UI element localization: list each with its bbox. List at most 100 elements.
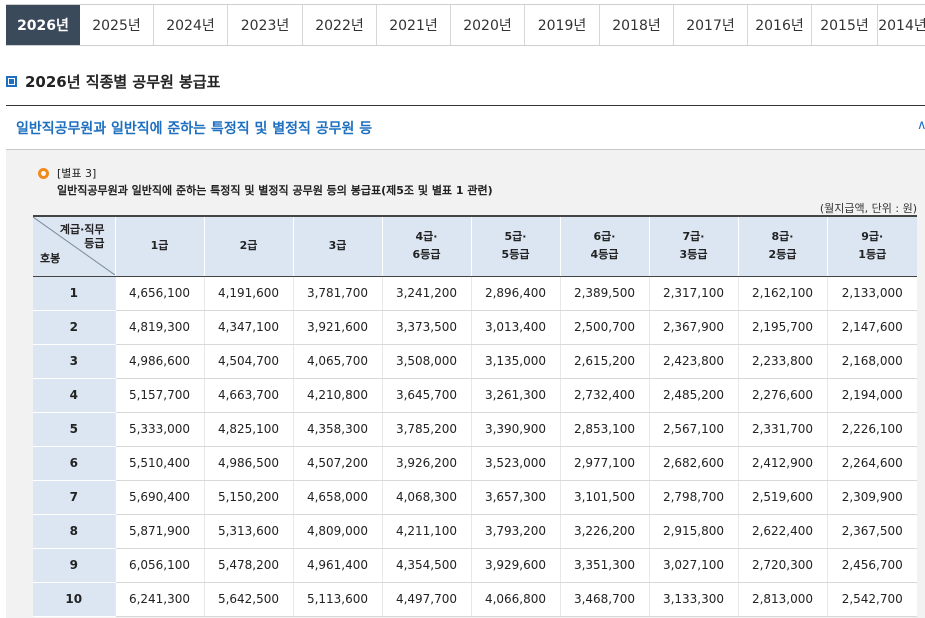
- salary-cell: 4,066,800: [470, 582, 560, 617]
- salary-cell: 3,781,700: [292, 276, 382, 311]
- grade-header-line2: 2등급: [768, 248, 797, 262]
- year-tab-4[interactable]: 2022년: [303, 5, 377, 45]
- salary-cell: 4,658,000: [292, 480, 382, 515]
- salary-cell: 2,915,800: [648, 514, 738, 549]
- year-tab-8[interactable]: 2018년: [600, 5, 674, 45]
- salary-cell: 6,056,100: [114, 548, 204, 583]
- salary-cell: 2,682,600: [648, 446, 738, 481]
- salary-cell: 4,986,600: [114, 344, 204, 379]
- salary-cell: 4,656,100: [114, 276, 204, 311]
- salary-cell: 4,347,100: [203, 310, 293, 345]
- salary-cell: 3,523,000: [470, 446, 560, 481]
- section-header[interactable]: 일반직공무원과 일반직에 준하는 특정직 및 별정직 공무원 등 ∧: [6, 106, 925, 150]
- salary-cell: 2,423,800: [648, 344, 738, 379]
- salary-cell: 2,519,600: [737, 480, 827, 515]
- salary-cell: 2,732,400: [559, 378, 649, 413]
- grade-column-header: 5급· 5등급: [470, 215, 560, 277]
- table-row: 7 5,690,400 5,150,200 4,658,000 4,068,300 3,6…: [33, 480, 917, 515]
- salary-cell: 2,567,100: [648, 412, 738, 447]
- salary-cell: 4,068,300: [381, 480, 471, 515]
- salary-cell: 2,367,500: [826, 514, 917, 549]
- salary-cell: 2,977,100: [559, 446, 649, 481]
- grade-column-header: 7급· 3등급: [648, 215, 738, 277]
- grade-header-line1: 8급·: [771, 230, 794, 244]
- annex-title: [별표 3]: [57, 167, 97, 180]
- salary-cell: 3,261,300: [470, 378, 560, 413]
- salary-cell: 2,615,200: [559, 344, 649, 379]
- grade-header-line2: 6등급: [412, 248, 441, 262]
- salary-cell: 4,819,300: [114, 310, 204, 345]
- year-tabs: 2026년 2025년 2024년 2023년 2022년 2021년 2020년 2019년…: [6, 4, 925, 46]
- salary-cell: 4,354,500: [381, 548, 471, 583]
- salary-cell: 3,785,200: [381, 412, 471, 447]
- page-title-bar: 2026년 직종별 공무원 봉급표: [6, 70, 925, 106]
- salary-cell: 2,456,700: [826, 548, 917, 583]
- salary-cell: 2,147,600: [826, 310, 917, 345]
- year-tab-3[interactable]: 2023년: [228, 5, 303, 45]
- year-tab-10[interactable]: 2016년: [748, 5, 812, 45]
- salary-cell: 5,157,700: [114, 378, 204, 413]
- salary-cell: 2,389,500: [559, 276, 649, 311]
- year-tab-2[interactable]: 2024년: [154, 5, 228, 45]
- salary-cell: 4,191,600: [203, 276, 293, 311]
- salary-cell: 3,101,500: [559, 480, 649, 515]
- salary-cell: 2,168,000: [826, 344, 917, 379]
- year-tab-5[interactable]: 2021년: [377, 5, 451, 45]
- salary-cell: 5,871,900: [114, 514, 204, 549]
- grade-header-line1: 7급·: [682, 230, 705, 244]
- annex-description: 일반직공무원과 일반직에 준하는 특정직 및 별정직 공무원 등의 봉급표(제5…: [57, 184, 493, 197]
- salary-cell: 3,468,700: [559, 582, 649, 617]
- year-tab-0[interactable]: 2026년: [6, 5, 80, 45]
- section-title: 일반직공무원과 일반직에 준하는 특정직 및 별정직 공무원 등: [16, 121, 373, 137]
- salary-cell: 2,853,100: [559, 412, 649, 447]
- salary-cell: 4,065,700: [292, 344, 382, 379]
- salary-cell: 2,309,900: [826, 480, 917, 515]
- salary-cell: 3,390,900: [470, 412, 560, 447]
- salary-cell: 3,926,200: [381, 446, 471, 481]
- salary-cell: 5,313,600: [203, 514, 293, 549]
- salary-cell: 5,690,400: [114, 480, 204, 515]
- year-tab-7[interactable]: 2019년: [525, 5, 600, 45]
- grade-column-header: 1급: [114, 215, 204, 277]
- corner-grade-line2: 등급: [84, 237, 105, 250]
- year-tab-6[interactable]: 2020년: [451, 5, 525, 45]
- salary-cell: 2,317,100: [648, 276, 738, 311]
- collapse-toggle-icon[interactable]: ∧: [917, 118, 925, 132]
- year-tab-11[interactable]: 2015년: [812, 5, 878, 45]
- grade-column-header: 6급· 4등급: [559, 215, 649, 277]
- salary-cell: 3,351,300: [559, 548, 649, 583]
- table-row: 10 6,241,300 5,642,500 5,113,600 4,497,700 4,…: [33, 582, 917, 617]
- step-cell: 9: [33, 548, 115, 583]
- salary-cell: 2,133,000: [826, 276, 917, 311]
- salary-cell: 3,135,000: [470, 344, 560, 379]
- salary-cell: 3,013,400: [470, 310, 560, 345]
- table-row: 5 5,333,000 4,825,100 4,358,300 3,785,200 3,3…: [33, 412, 917, 447]
- salary-cell: 2,194,000: [826, 378, 917, 413]
- salary-cell: 3,929,600: [470, 548, 560, 583]
- diagonal-divider: [33, 217, 115, 275]
- page-title: 2026년 직종별 공무원 봉급표: [25, 73, 221, 91]
- step-cell: 1: [33, 276, 115, 311]
- year-tab-9[interactable]: 2017년: [674, 5, 748, 45]
- salary-cell: 2,798,700: [648, 480, 738, 515]
- year-tab-12[interactable]: 2014년: [878, 5, 925, 45]
- salary-cell: 2,412,900: [737, 446, 827, 481]
- corner-grade-label: 계급·직무 등급: [60, 223, 105, 251]
- grade-column-header: 3급: [292, 215, 382, 277]
- grade-header-line2: 1등급: [858, 248, 887, 262]
- salary-cell: 4,663,700: [203, 378, 293, 413]
- salary-cell: 5,333,000: [114, 412, 204, 447]
- salary-cell: 3,657,300: [470, 480, 560, 515]
- step-cell: 7: [33, 480, 115, 515]
- step-cell: 10: [33, 582, 115, 617]
- grade-header-line1: 5급·: [504, 230, 527, 244]
- salary-cell: 2,500,700: [559, 310, 649, 345]
- step-cell: 4: [33, 378, 115, 413]
- grade-header-line2: 3등급: [679, 248, 708, 262]
- salary-cell: 4,497,700: [381, 582, 471, 617]
- year-tab-1[interactable]: 2025년: [80, 5, 154, 45]
- table-row: 3 4,986,600 4,504,700 4,065,700 3,508,000 3,1…: [33, 344, 917, 379]
- table-row: 8 5,871,900 5,313,600 4,809,000 4,211,100 3,7…: [33, 514, 917, 549]
- salary-cell: 2,195,700: [737, 310, 827, 345]
- salary-cell: 4,825,100: [203, 412, 293, 447]
